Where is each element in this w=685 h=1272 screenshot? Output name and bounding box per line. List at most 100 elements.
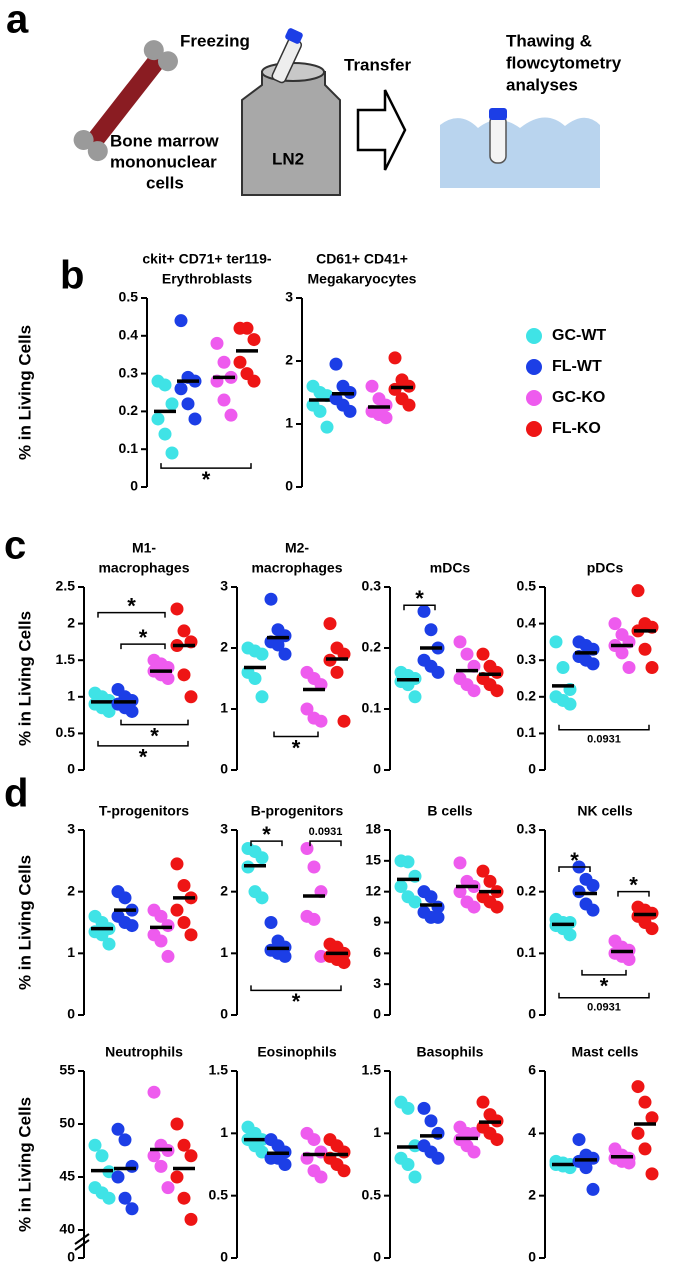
bone-label: Bone marrow — [110, 131, 219, 150]
dot — [154, 909, 168, 923]
dot — [460, 647, 474, 661]
dot — [320, 420, 334, 434]
dot — [424, 890, 438, 904]
dot — [401, 855, 415, 869]
dot — [408, 690, 422, 704]
legend-label: FL-KO — [552, 420, 601, 437]
y-tick-label: 2 — [220, 882, 228, 898]
dot — [467, 684, 481, 698]
dot — [154, 1159, 168, 1173]
y-tick-label: 2 — [67, 882, 75, 898]
dot — [586, 903, 600, 917]
dot — [337, 1145, 351, 1159]
y-tick-label: 1 — [67, 944, 75, 960]
y-tick-label: 55 — [59, 1062, 75, 1078]
y-tick-label: 0.2 — [517, 688, 537, 704]
y-tick-label: 6 — [528, 1062, 536, 1078]
significance-bracket — [558, 992, 650, 999]
dot — [314, 949, 328, 963]
dot — [184, 928, 198, 942]
dot — [158, 427, 172, 441]
y-tick-label: 15 — [365, 852, 381, 868]
chart-title: Neutrophils — [105, 1044, 183, 1060]
y-tick-label: 45 — [59, 1168, 75, 1184]
panel-letter: d — [4, 772, 28, 816]
dot — [313, 404, 327, 418]
dot — [586, 879, 600, 892]
dot — [255, 647, 269, 661]
dot — [379, 411, 393, 425]
dot — [645, 1167, 659, 1181]
dot — [556, 661, 570, 675]
y-tick-label: 1.5 — [56, 651, 76, 667]
chart-title: ckit+ CD71+ ter119- — [142, 251, 272, 267]
chart-title: CD61+ CD41+ — [316, 251, 408, 267]
dot — [417, 1101, 431, 1115]
dot — [586, 657, 600, 671]
dot — [95, 928, 109, 942]
dot — [453, 635, 467, 649]
significance-bracket — [97, 740, 189, 747]
y-axis-label: % in Living Cells — [15, 1097, 34, 1232]
dot — [102, 704, 116, 718]
y-tick-label: 0.1 — [119, 440, 139, 456]
dot — [224, 408, 238, 422]
dot — [247, 374, 261, 388]
significance-label: * — [629, 872, 638, 897]
chart-title: Erythroblasts — [162, 271, 252, 287]
dot — [467, 900, 481, 914]
y-tick-label: 0 — [220, 761, 228, 777]
dot — [476, 647, 490, 661]
legend-swatch — [526, 390, 542, 406]
dot — [158, 378, 172, 392]
dot — [337, 714, 351, 728]
dot — [170, 857, 184, 871]
dot — [563, 697, 577, 711]
dot — [154, 934, 168, 948]
significance-bracket — [250, 840, 283, 847]
dot — [118, 1191, 132, 1205]
significance-label: * — [127, 593, 136, 618]
dot — [314, 714, 328, 728]
dot — [401, 1101, 415, 1115]
panel-letter: a — [6, 0, 29, 42]
dot — [233, 355, 247, 369]
y-tick-label: 2 — [67, 614, 75, 630]
dot — [572, 885, 586, 899]
y-tick-label: 1 — [285, 415, 293, 431]
dot — [125, 919, 139, 933]
significance-bracket — [617, 890, 650, 897]
dot — [622, 1156, 636, 1170]
freezing-label: Freezing — [180, 31, 250, 50]
significance-bracket — [403, 604, 436, 611]
dot — [161, 1181, 175, 1195]
y-tick-label: 0 — [220, 1006, 228, 1022]
y-tick-label: 3 — [285, 289, 293, 305]
dot — [608, 617, 622, 631]
dot — [408, 1170, 422, 1184]
dot — [170, 602, 184, 616]
bone-label: mononuclear — [110, 152, 217, 171]
dot — [170, 1170, 184, 1184]
dot — [278, 647, 292, 661]
significance-label: * — [600, 974, 609, 999]
dot — [125, 704, 139, 718]
dot — [314, 1170, 328, 1184]
y-tick-label: 12 — [365, 882, 381, 898]
dot — [300, 842, 314, 855]
legend-label: FL-WT — [552, 358, 602, 375]
dot — [161, 919, 175, 933]
y-tick-label: 6 — [373, 944, 381, 960]
chart-title: macrophages — [251, 560, 342, 576]
significance-label: * — [292, 989, 301, 1014]
dot — [170, 1117, 184, 1131]
transfer-label: Transfer — [344, 55, 411, 74]
dot — [184, 690, 198, 704]
y-tick-label: 0 — [67, 761, 75, 777]
y-tick-label: 0.2 — [517, 882, 537, 898]
dot — [255, 690, 269, 704]
chart-title: M2- — [285, 540, 309, 556]
dot — [476, 864, 490, 878]
axis-break — [74, 1239, 90, 1251]
